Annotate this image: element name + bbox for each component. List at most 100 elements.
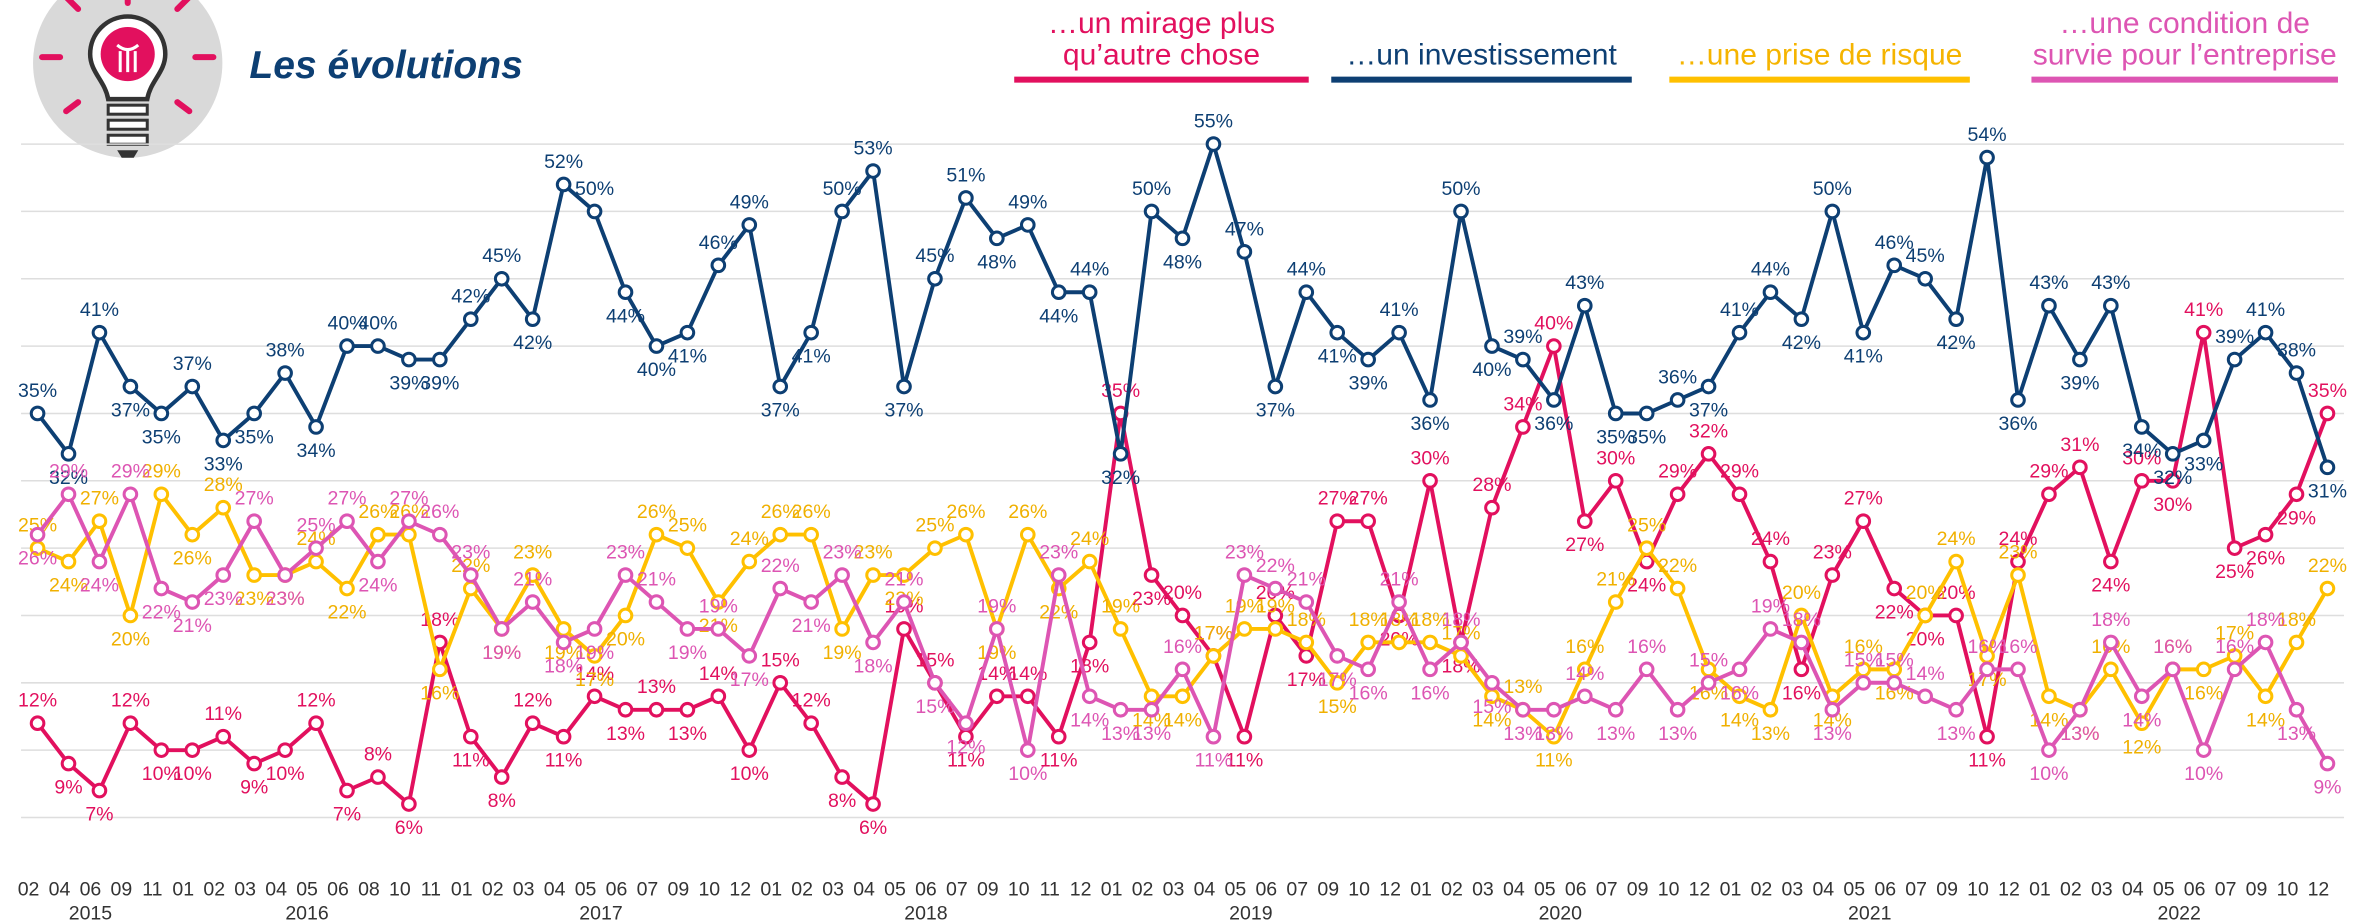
data-label: 14% [1813, 709, 1852, 731]
data-label: 49% [730, 191, 769, 213]
data-label: 17% [1318, 669, 1357, 691]
data-label: 50% [575, 178, 614, 200]
data-label: 10% [730, 763, 769, 785]
x-tick-label: 04 [49, 879, 71, 901]
data-point [648, 338, 665, 354]
data-point [91, 513, 108, 530]
x-tick-label: 09 [1936, 879, 1958, 901]
data-label: 16% [1782, 682, 1821, 704]
data-point [1236, 621, 1253, 637]
data-label: 17% [1194, 622, 1233, 644]
data-label: 23% [1132, 588, 1171, 610]
data-point [2288, 365, 2305, 381]
x-tick-label: 10 [1008, 879, 1030, 901]
data-label: 12% [792, 690, 831, 712]
data-label: 24% [1937, 528, 1976, 550]
data-label: 6% [395, 817, 423, 839]
data-label: 14% [575, 663, 614, 685]
data-label: 27% [327, 488, 366, 510]
data-point [184, 526, 201, 543]
data-label: 25% [668, 515, 707, 537]
data-label: 12% [297, 690, 336, 712]
data-point [1298, 648, 1315, 664]
data-point [648, 526, 665, 543]
data-label: 36% [1658, 366, 1697, 388]
data-label: 19% [575, 642, 614, 664]
data-point [2319, 755, 2336, 772]
data-point [989, 230, 1005, 247]
data-point [2010, 392, 2026, 408]
x-tick-label: 09 [668, 879, 690, 901]
data-label: 41% [668, 346, 707, 368]
data-label: 23% [1813, 542, 1852, 564]
data-label: 50% [823, 178, 862, 200]
data-point [710, 621, 727, 637]
data-label: 21% [1380, 568, 1419, 590]
data-point [2257, 526, 2274, 543]
data-point [2226, 661, 2243, 678]
x-tick-label: 10 [1658, 879, 1680, 901]
data-label: 41% [1380, 299, 1419, 321]
data-label: 37% [1256, 400, 1295, 422]
data-label: 10% [173, 763, 212, 785]
x-tick-label: 08 [358, 879, 380, 901]
data-point [1143, 701, 1160, 718]
data-point [1360, 351, 1376, 368]
x-tick-label: 03 [1163, 879, 1185, 901]
data-point [339, 338, 355, 354]
data-point [277, 567, 293, 583]
x-tick-label: 04 [2122, 879, 2144, 901]
data-point [741, 648, 758, 664]
data-point [524, 567, 541, 583]
data-label: 38% [2277, 340, 2316, 362]
data-point [308, 553, 324, 570]
data-label: 27% [389, 488, 428, 510]
data-point [122, 607, 139, 624]
data-label: 24% [49, 575, 88, 597]
chart-title: Les évolutions [249, 44, 522, 87]
data-label: 14% [2246, 709, 2285, 731]
data-point [2319, 459, 2336, 476]
data-label: 14% [1132, 709, 1171, 731]
year-label: 2018 [904, 903, 947, 924]
data-point [1360, 634, 1376, 651]
data-label: 10% [142, 763, 181, 785]
data-label: 17% [1441, 622, 1480, 644]
data-label: 6% [859, 817, 887, 839]
data-point [2133, 715, 2150, 732]
data-label: 15% [915, 696, 954, 718]
data-label: 24% [297, 528, 336, 550]
data-label: 17% [730, 669, 769, 691]
x-tick-label: 10 [1967, 879, 1989, 901]
x-tick-label: 03 [1782, 879, 1804, 901]
data-label: 19% [1256, 595, 1295, 617]
data-label: 54% [1968, 124, 2007, 146]
data-point [834, 567, 850, 583]
data-point [215, 567, 232, 583]
data-label: 10% [2184, 763, 2223, 785]
data-label: 48% [1163, 251, 1202, 273]
data-point [1793, 634, 1810, 651]
data-label: 19% [482, 642, 521, 664]
x-tick-label: 06 [1874, 879, 1896, 901]
data-point [524, 594, 541, 610]
data-point [648, 594, 665, 610]
data-label: 26% [18, 548, 57, 570]
data-label: 8% [488, 790, 516, 812]
data-label: 37% [884, 400, 923, 422]
data-point [153, 486, 170, 503]
data-point [1669, 580, 1686, 597]
x-tick-label: 09 [2246, 879, 2268, 901]
data-point [2072, 351, 2088, 368]
data-label: 43% [2029, 272, 2068, 294]
data-label: 21% [1596, 568, 1635, 590]
data-point [679, 701, 696, 718]
data-label: 16% [1349, 682, 1388, 704]
data-label: 11% [1195, 750, 1233, 772]
data-point [1267, 621, 1284, 637]
data-point [1793, 661, 1810, 678]
data-point [1205, 728, 1222, 745]
x-tick-label: 02 [2060, 879, 2082, 901]
data-point [1515, 351, 1531, 368]
data-point [1886, 675, 1903, 691]
